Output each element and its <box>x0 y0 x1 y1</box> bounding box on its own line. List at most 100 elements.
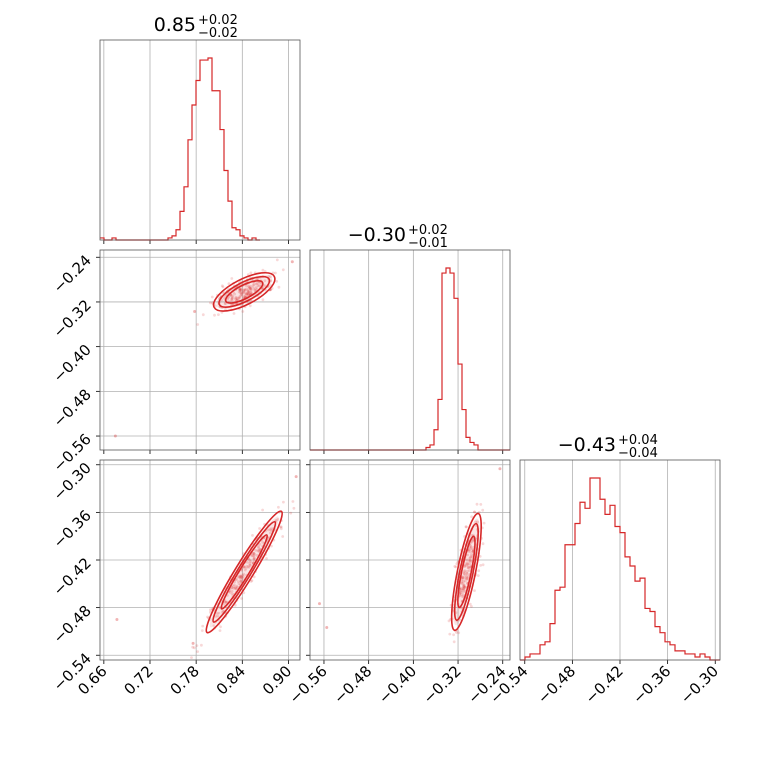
scatter-point <box>215 612 219 615</box>
scatter-point <box>459 589 462 593</box>
scatter-point <box>238 288 242 292</box>
density-contour-2 <box>205 510 283 634</box>
scatter-point <box>230 294 233 297</box>
scatter-point <box>263 284 266 287</box>
scatter-point <box>461 590 465 594</box>
scatter-point <box>465 575 468 578</box>
scatter-point <box>466 553 470 557</box>
y-tick-label: −0.40 <box>50 341 95 386</box>
scatter-point <box>247 293 250 296</box>
scatter-point <box>461 576 464 580</box>
scatter-point <box>479 503 483 506</box>
x-tick-label: −0.42 <box>582 662 627 707</box>
scatter-point <box>469 559 472 563</box>
scatter-point <box>461 575 465 578</box>
density-contour-0 <box>220 534 269 610</box>
density-contour-2 <box>450 512 483 632</box>
scatter-point <box>252 551 256 555</box>
scatter-point <box>238 287 242 291</box>
scatter-point <box>247 285 251 288</box>
y-tick-label: −0.42 <box>50 554 95 599</box>
scatter-point <box>462 587 466 591</box>
scatter-point <box>200 629 204 632</box>
scatter-point <box>473 589 476 592</box>
scatter-point <box>478 555 482 558</box>
scatter-point <box>257 284 261 287</box>
panel-frame <box>99 249 301 451</box>
scatter-point <box>246 291 249 295</box>
scatter-point <box>257 545 260 548</box>
scatter-point <box>261 298 265 302</box>
scatter-point <box>468 562 472 566</box>
scatter-point <box>244 287 248 291</box>
scatter-point <box>276 518 280 521</box>
scatter-point <box>191 645 195 649</box>
scatter-point <box>475 502 479 506</box>
panel-title-err-plus: +0.04 <box>618 433 658 448</box>
scatter-point <box>468 557 472 560</box>
scatter-point <box>196 650 200 653</box>
scatter-point <box>235 296 239 299</box>
scatter-point <box>243 288 247 292</box>
scatter-point <box>462 588 466 592</box>
density-fill <box>209 516 279 628</box>
scatter-point <box>461 582 464 585</box>
scatter-point <box>465 569 469 573</box>
scatter-point <box>453 565 457 568</box>
density-fill <box>453 518 480 626</box>
scatter-point <box>252 575 256 579</box>
scatter-point <box>241 575 245 578</box>
scatter-point <box>234 586 237 590</box>
scatter-point <box>460 581 463 585</box>
scatter-point <box>268 531 272 535</box>
panel-title-value: −0.30 <box>348 224 406 246</box>
scatter-point <box>249 284 253 288</box>
scatter-point <box>257 549 260 552</box>
scatter-point <box>248 561 252 565</box>
scatter-point <box>482 521 486 525</box>
scatter-point <box>466 566 470 569</box>
density-fill <box>216 274 273 309</box>
scatter-point <box>460 594 464 598</box>
scatter-point <box>254 287 257 290</box>
scatter-point <box>474 520 478 524</box>
scatter-point <box>242 565 246 569</box>
scatter-point <box>221 609 225 613</box>
scatter-point <box>462 584 465 588</box>
scatter-point <box>275 258 279 262</box>
scatter-point <box>239 575 243 578</box>
scatter-point <box>467 569 471 572</box>
scatter-point <box>209 608 212 612</box>
scatter-point <box>237 297 241 300</box>
scatter-point <box>256 549 260 553</box>
scatter-point <box>252 554 256 557</box>
scatter-point <box>447 619 451 623</box>
scatter-point <box>249 287 253 291</box>
scatter-point <box>228 590 232 594</box>
scatter-point <box>249 286 252 290</box>
scatter-point <box>289 511 293 515</box>
scatter-point <box>234 587 238 591</box>
panel-title-value: −0.43 <box>558 434 616 456</box>
scatter-point <box>249 289 253 292</box>
scatter-point <box>458 594 462 597</box>
scatter-point <box>217 611 221 615</box>
scatter-point <box>279 527 283 531</box>
scatter-point <box>263 279 267 283</box>
scatter-point <box>460 580 464 583</box>
outlier-point <box>290 260 294 264</box>
scatter-point <box>469 544 472 548</box>
scatter-point <box>236 575 240 579</box>
histogram-panel-0: 0.85 +0.02−0.02 <box>99 13 301 244</box>
scatter-point <box>465 564 468 567</box>
scatter-point <box>468 602 472 606</box>
scatter-point <box>239 291 243 294</box>
x-tick-label: 0.78 <box>167 662 203 698</box>
scatter-point <box>473 510 476 514</box>
panel-frame <box>309 249 511 451</box>
scatter-point <box>200 643 203 647</box>
scatter-point <box>465 558 469 562</box>
scatter-point <box>452 640 456 644</box>
scatter-point <box>460 588 464 592</box>
scatter-point <box>218 606 222 609</box>
